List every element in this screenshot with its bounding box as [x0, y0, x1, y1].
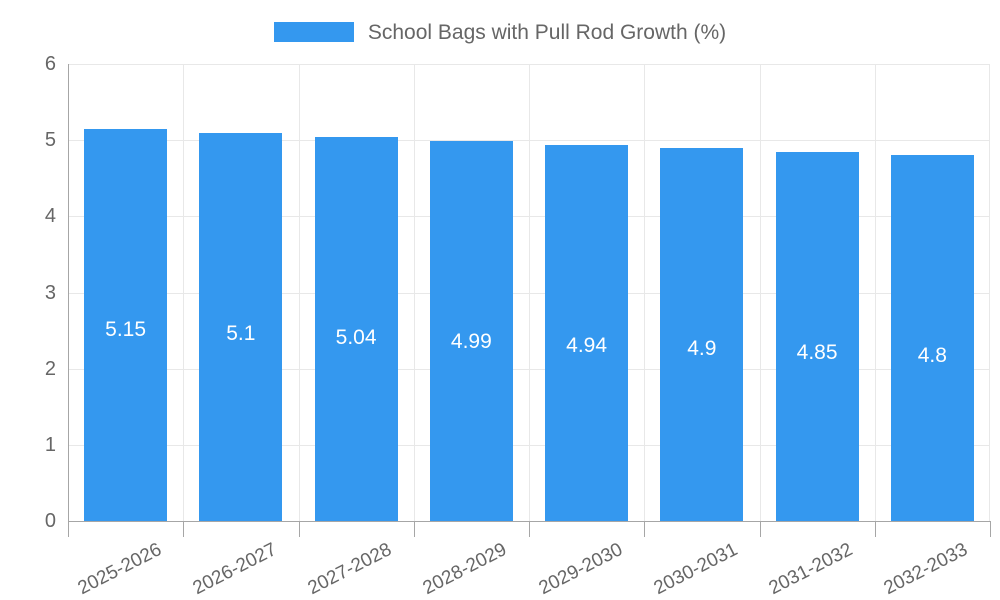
legend-label: School Bags with Pull Rod Growth (%): [367, 20, 727, 44]
x-axis-tick-mark: [644, 521, 646, 537]
bar-value-label: 5.15: [105, 317, 147, 341]
y-axis-tick-labels: 6 5 4 3 2 1 0: [0, 0, 56, 600]
gridline-vertical: [874, 64, 876, 521]
x-axis-tick-label: 2032-2033: [880, 539, 972, 600]
x-axis-tick-label: 2030-2031: [650, 539, 741, 600]
legend-swatch-icon: [273, 22, 354, 42]
x-axis-tick-label: 2025-2026: [74, 539, 165, 600]
bar[interactable]: 4.85: [775, 151, 859, 521]
bar-value-label: 4.94: [566, 333, 608, 357]
bar-value-label: 5.04: [335, 326, 377, 350]
gridline-vertical: [644, 64, 646, 521]
gridline-vertical: [413, 64, 415, 521]
x-axis-tick-label: 2029-2030: [535, 539, 626, 600]
bar[interactable]: 4.9: [660, 147, 744, 521]
y-axis-line: [68, 64, 69, 522]
bar[interactable]: 4.99: [429, 140, 513, 521]
y-axis-tick-label: 0: [44, 510, 56, 532]
gridline-vertical: [183, 64, 185, 521]
plot-area: 5.15 5.1 5.04 4.99 4.94 4.9 4.85 4.8: [68, 64, 990, 522]
bar[interactable]: 5.1: [199, 132, 283, 521]
x-axis-tick-mark: [183, 521, 185, 537]
bar[interactable]: 5.15: [84, 128, 168, 521]
bar-value-label: 4.99: [450, 329, 492, 353]
bar-value-label: 4.8: [917, 344, 947, 368]
y-axis-tick-label: 1: [44, 433, 56, 456]
x-axis-tick-mark: [874, 521, 876, 537]
gridline-vertical: [759, 64, 761, 521]
bar-value-label: 4.9: [687, 336, 717, 360]
chart-legend: School Bags with Pull Rod Growth (%): [0, 14, 1000, 50]
y-axis-tick-label: 4: [44, 205, 56, 228]
y-axis-tick-label: 5: [44, 129, 56, 152]
x-axis-tick-mark: [990, 521, 991, 537]
bar[interactable]: 4.94: [545, 144, 629, 521]
gridline-vertical: [298, 64, 300, 521]
bar[interactable]: 4.8: [890, 155, 974, 521]
bar-value-label: 5.1: [226, 321, 256, 345]
y-axis-tick-label: 3: [44, 281, 56, 304]
gridline-vertical: [989, 64, 990, 521]
x-axis-tick-mark: [759, 521, 761, 537]
x-axis-tick-label: 2027-2028: [304, 539, 396, 600]
x-axis-tick-label: 2028-2029: [419, 539, 511, 600]
y-axis-tick-label: 6: [44, 53, 56, 75]
bar-value-label: 4.85: [796, 340, 838, 364]
legend-entry-school-bags[interactable]: School Bags with Pull Rod Growth (%): [273, 20, 727, 44]
x-axis-tick-mark: [529, 521, 530, 537]
x-axis-tick-label: 2031-2032: [765, 539, 857, 600]
x-axis-tick-mark: [68, 521, 69, 537]
x-axis-tick-mark: [298, 521, 300, 537]
y-axis-tick-label: 2: [44, 357, 56, 380]
bar[interactable]: 5.04: [314, 137, 398, 521]
x-axis-tick-label: 2026-2027: [189, 539, 280, 600]
x-axis-tick-mark: [413, 521, 415, 537]
gridline-vertical: [529, 64, 530, 521]
